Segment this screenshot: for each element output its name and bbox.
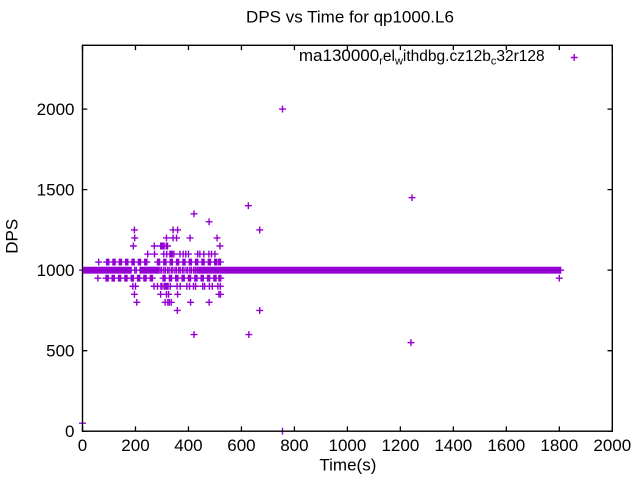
svg-text:800: 800 xyxy=(280,436,308,455)
svg-text:DPS: DPS xyxy=(3,219,22,254)
svg-text:2000: 2000 xyxy=(37,100,75,119)
svg-text:1400: 1400 xyxy=(434,436,472,455)
svg-text:1000: 1000 xyxy=(37,261,75,280)
svg-text:DPS vs Time for qp1000.L6: DPS vs Time for qp1000.L6 xyxy=(246,8,454,27)
svg-text:2000: 2000 xyxy=(593,436,631,455)
svg-text:400: 400 xyxy=(174,436,202,455)
svg-text:0: 0 xyxy=(78,436,87,455)
svg-text:1800: 1800 xyxy=(540,436,578,455)
svg-text:1600: 1600 xyxy=(487,436,525,455)
svg-text:1500: 1500 xyxy=(37,181,75,200)
svg-text:1000: 1000 xyxy=(328,436,366,455)
svg-text:1200: 1200 xyxy=(381,436,419,455)
svg-text:500: 500 xyxy=(46,342,74,361)
svg-text:Time(s): Time(s) xyxy=(319,456,376,475)
svg-text:200: 200 xyxy=(121,436,149,455)
svg-text:ma130000relwithdbg.cz12bc32r12: ma130000relwithdbg.cz12bc32r128 xyxy=(299,46,545,68)
svg-text:0: 0 xyxy=(65,422,74,441)
svg-text:600: 600 xyxy=(227,436,255,455)
